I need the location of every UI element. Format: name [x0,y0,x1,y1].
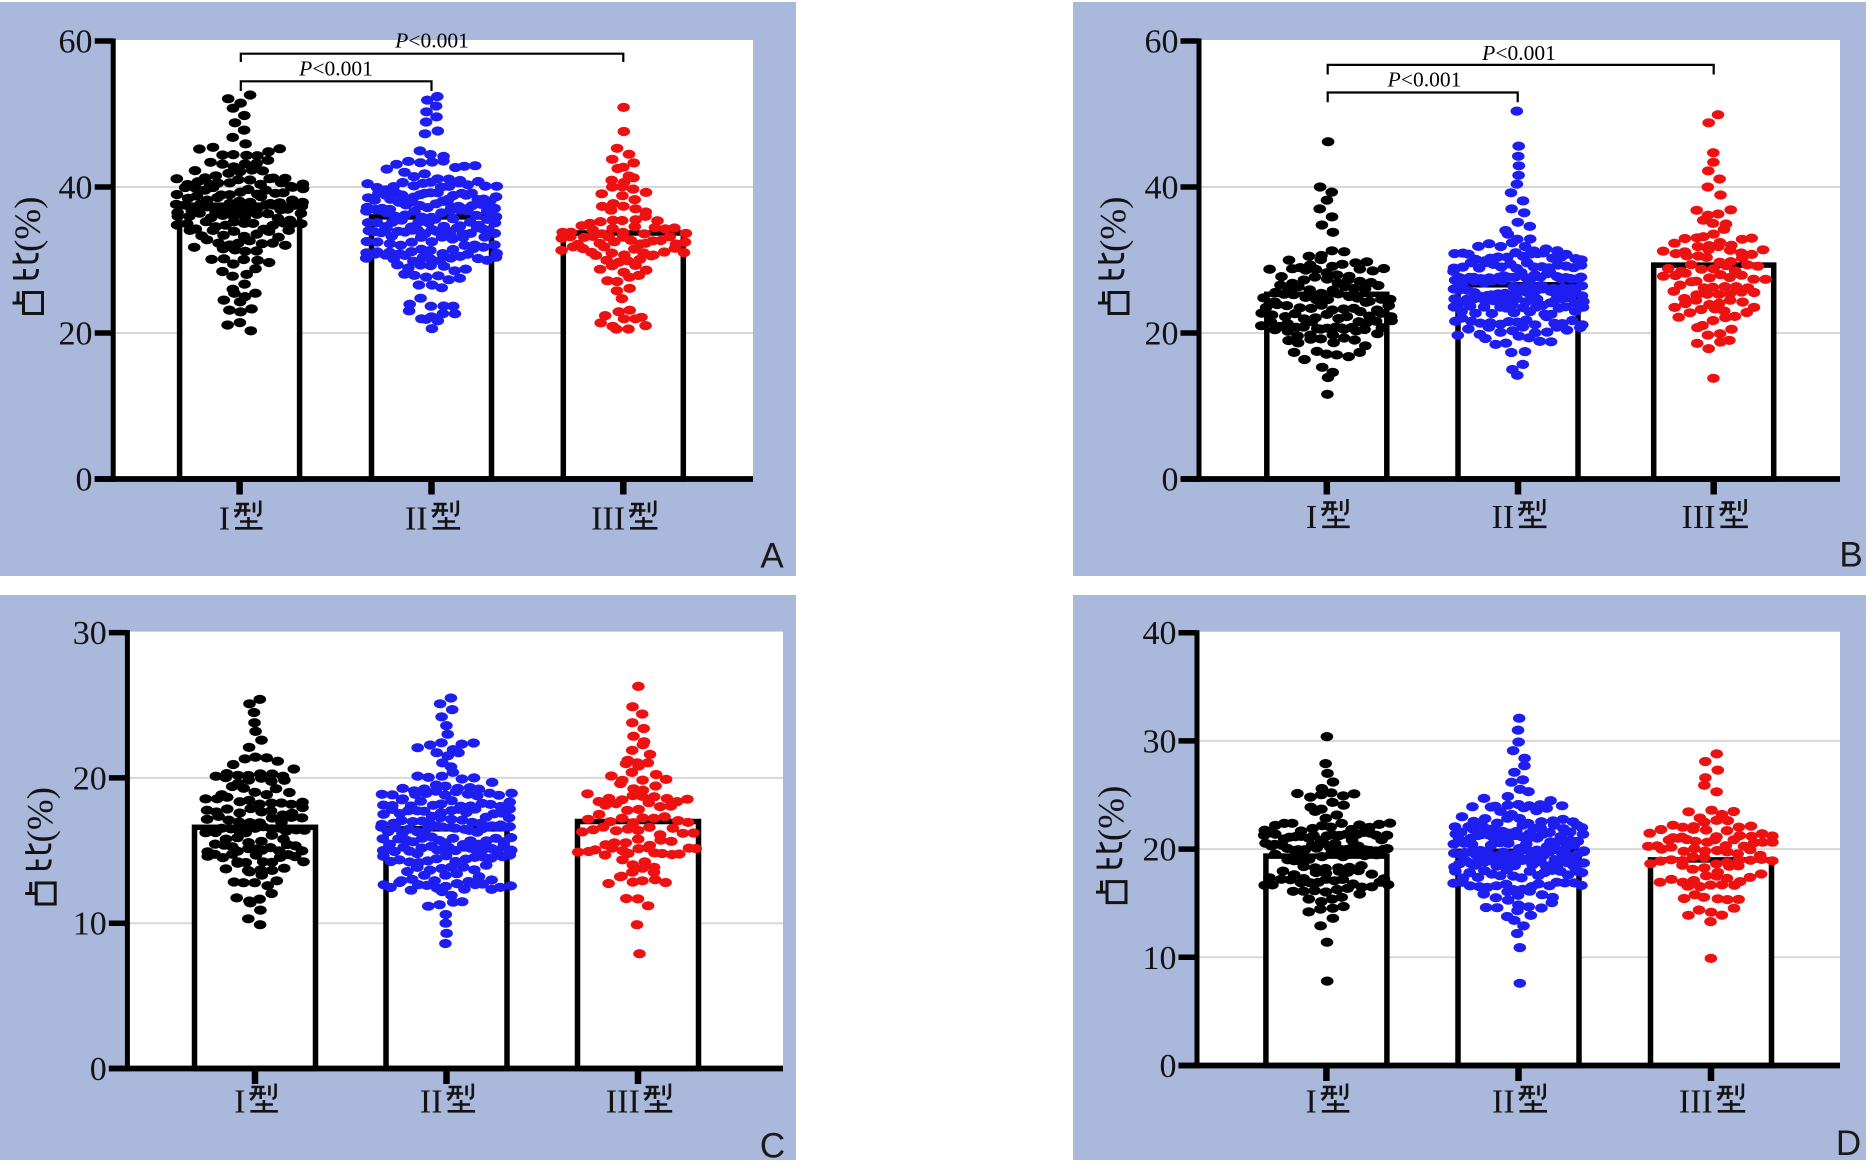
svg-text:30: 30 [1143,723,1177,760]
svg-text:III: III [606,1084,640,1121]
svg-text:(%): (%) [1094,197,1135,252]
svg-text:C: C [760,1127,785,1164]
svg-text:20: 20 [73,760,107,797]
svg-text:I: I [1306,1084,1317,1121]
svg-text:0: 0 [76,462,93,499]
svg-text:I: I [1306,499,1317,536]
svg-text:B: B [1839,536,1862,575]
svg-text:II: II [1492,499,1515,536]
svg-text:10: 10 [73,906,107,943]
svg-text:A: A [760,537,784,576]
svg-text:II: II [405,501,428,538]
svg-text:30: 30 [73,615,107,652]
svg-text:P<0.001: P<0.001 [298,56,373,80]
svg-text:60: 60 [59,24,93,61]
svg-text:(%): (%) [1092,786,1133,841]
svg-text:III: III [1682,499,1716,536]
svg-text:I: I [234,1084,245,1121]
svg-text:0: 0 [90,1051,107,1088]
svg-text:P<0.001: P<0.001 [1387,68,1462,92]
svg-text:I: I [219,501,230,538]
svg-text:P<0.001: P<0.001 [1481,41,1556,65]
svg-text:60: 60 [1145,24,1179,61]
svg-text:II: II [1492,1084,1515,1121]
svg-text:20: 20 [59,316,93,353]
svg-text:40: 40 [59,170,93,207]
svg-text:40: 40 [1145,170,1179,207]
svg-text:III: III [591,501,625,538]
svg-text:20: 20 [1143,832,1177,869]
svg-text:II: II [420,1084,443,1121]
svg-text:0: 0 [1160,1048,1177,1085]
svg-text:III: III [1679,1084,1713,1121]
svg-text:(%): (%) [21,787,62,842]
svg-text:10: 10 [1143,940,1177,977]
svg-text:20: 20 [1145,316,1179,353]
svg-text:P<0.001: P<0.001 [394,29,469,53]
svg-text:0: 0 [1162,462,1179,499]
svg-text:40: 40 [1143,615,1177,652]
svg-text:(%): (%) [8,197,49,252]
svg-text:D: D [1836,1124,1861,1163]
